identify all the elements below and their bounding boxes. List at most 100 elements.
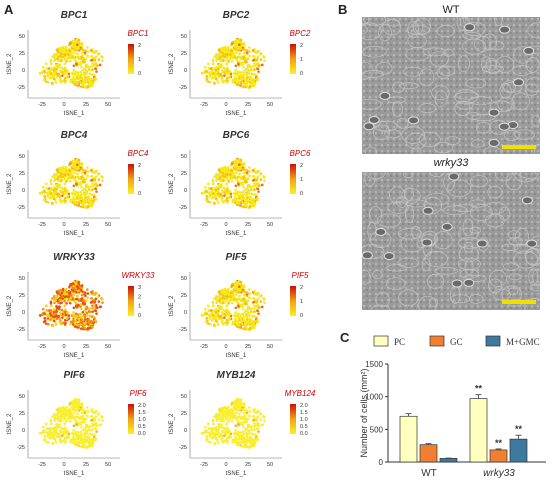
tsne-point xyxy=(243,290,246,294)
tsne-point xyxy=(84,299,88,303)
cell-outline xyxy=(497,96,515,112)
tsne-point xyxy=(234,429,237,432)
tsne-point xyxy=(92,321,95,325)
tsne-point xyxy=(79,181,83,184)
tsne-point xyxy=(54,173,58,177)
tsne-point xyxy=(82,299,85,302)
tsne-point xyxy=(221,166,225,170)
tsne-point xyxy=(255,63,258,66)
cell-outline xyxy=(425,192,450,206)
bar xyxy=(469,398,488,463)
tsne-point xyxy=(212,304,215,308)
tsne-point xyxy=(250,425,254,428)
stomata xyxy=(375,227,387,236)
tsne-point xyxy=(80,164,83,168)
x-tick-label: 0 xyxy=(62,222,65,228)
tsne-point xyxy=(72,317,75,321)
tsne-point xyxy=(50,304,53,308)
gene-title: BPC4 xyxy=(61,130,88,141)
tsne-point xyxy=(59,166,63,170)
tsne-point xyxy=(244,60,248,64)
tsne-point xyxy=(97,300,101,303)
tsne-point xyxy=(52,68,56,72)
legend-swatch xyxy=(429,335,445,347)
x-tick-label: -25 xyxy=(200,344,208,350)
tsne-point xyxy=(231,282,234,286)
tsne-point xyxy=(81,48,84,52)
cell-outline xyxy=(424,251,448,267)
tsne-point xyxy=(225,177,228,181)
tsne-point xyxy=(71,44,75,48)
tsne-point xyxy=(214,431,217,434)
tsne-point xyxy=(83,67,86,70)
cell-outline xyxy=(387,18,400,27)
tsne-point xyxy=(93,171,97,175)
tsne-point xyxy=(80,415,83,419)
tsne-point xyxy=(227,75,231,78)
tsne-point xyxy=(243,325,247,329)
tsne-point xyxy=(226,308,229,311)
tsne-point xyxy=(76,405,80,409)
tsne-point xyxy=(67,173,70,176)
tsne-point xyxy=(93,305,96,308)
tsne-point xyxy=(68,49,71,53)
cell-outline xyxy=(484,213,505,228)
y-tick-label: 0 xyxy=(22,68,25,74)
stomata xyxy=(526,239,538,248)
tsne-point xyxy=(72,69,75,72)
tsne-point xyxy=(208,75,212,78)
tsne-point xyxy=(242,402,246,405)
tsne-point xyxy=(252,174,255,178)
tsne-point xyxy=(239,289,242,292)
legend-swatch xyxy=(485,335,501,347)
tsne-point xyxy=(66,57,69,61)
tsne-point xyxy=(242,404,245,408)
cell-outline xyxy=(524,83,539,96)
tsne-point xyxy=(245,194,249,198)
cell-outline xyxy=(475,121,492,134)
tsne-point xyxy=(241,183,244,187)
tsne-point xyxy=(90,315,94,318)
tsne-point xyxy=(59,312,62,316)
tsne-point xyxy=(90,178,94,182)
tsne-point xyxy=(67,413,70,416)
tsne-point xyxy=(73,325,77,328)
tsne-point xyxy=(85,65,88,69)
tsne-point xyxy=(236,59,240,63)
legend-tick: 1 xyxy=(138,57,141,63)
tsne-point xyxy=(81,203,85,207)
stomata xyxy=(448,172,460,181)
significance-mark: ** xyxy=(475,384,483,394)
tsne-point xyxy=(59,70,62,74)
tsne-point xyxy=(59,174,62,178)
tsne-point xyxy=(71,286,75,290)
tsne-point xyxy=(252,315,256,318)
tsne-point xyxy=(43,312,46,315)
tsne-point xyxy=(225,299,228,303)
legend-tick: 1.5 xyxy=(138,410,146,416)
tsne-point xyxy=(222,291,226,295)
cell-outline xyxy=(494,17,503,27)
tsne-point xyxy=(75,403,79,406)
tsne-point xyxy=(94,318,97,322)
tsne-point xyxy=(90,197,93,201)
tsne-point xyxy=(63,182,66,186)
tsne-point xyxy=(236,315,240,319)
tsne-point xyxy=(101,419,104,422)
cell-outline xyxy=(434,90,448,108)
tsne-point xyxy=(77,181,80,185)
tsne-point xyxy=(209,323,212,326)
tsne-point xyxy=(233,164,237,168)
cell-outline xyxy=(387,201,409,214)
tsne-point xyxy=(241,85,245,88)
tsne-point xyxy=(83,440,86,443)
tsne-point xyxy=(243,68,247,72)
tsne-point xyxy=(84,57,88,61)
legend-colorbar xyxy=(290,404,296,434)
tsne-point xyxy=(51,202,55,205)
tsne-point xyxy=(88,428,92,432)
legend-swatch xyxy=(373,335,389,347)
tsne-point xyxy=(237,313,240,316)
